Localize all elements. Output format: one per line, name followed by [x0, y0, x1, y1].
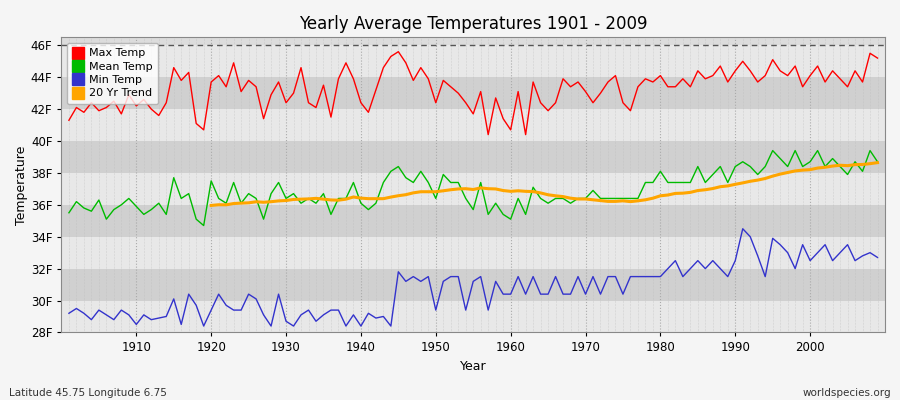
- Bar: [61, 237, 885, 269]
- Bar: [61, 109, 885, 141]
- Title: Yearly Average Temperatures 1901 - 2009: Yearly Average Temperatures 1901 - 2009: [299, 15, 647, 33]
- Bar: [61, 45, 885, 77]
- Bar: [61, 77, 885, 109]
- X-axis label: Year: Year: [460, 360, 487, 373]
- Y-axis label: Temperature: Temperature: [15, 145, 28, 224]
- Bar: [61, 205, 885, 237]
- Text: worldspecies.org: worldspecies.org: [803, 388, 891, 398]
- Bar: [61, 300, 885, 332]
- Legend: Max Temp, Mean Temp, Min Temp, 20 Yr Trend: Max Temp, Mean Temp, Min Temp, 20 Yr Tre…: [67, 43, 158, 104]
- Text: Latitude 45.75 Longitude 6.75: Latitude 45.75 Longitude 6.75: [9, 388, 166, 398]
- Bar: [61, 269, 885, 300]
- Bar: [61, 173, 885, 205]
- Bar: [61, 141, 885, 173]
